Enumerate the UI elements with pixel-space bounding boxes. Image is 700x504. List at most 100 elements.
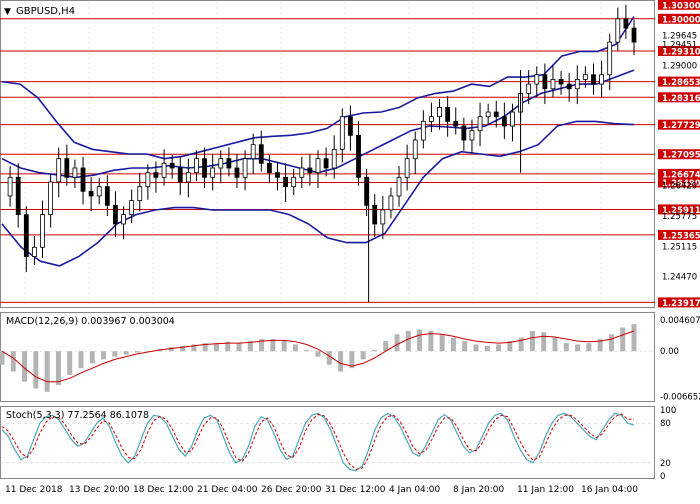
dropdown-arrow-icon[interactable]: ▼ (4, 7, 11, 17)
levels-layer (0, 18, 655, 303)
macd-histogram-bar (326, 351, 332, 365)
macd-title: MACD(12,26,9) 0.003967 0.003004 (6, 316, 175, 327)
candle-body (169, 162, 175, 169)
candle-body (631, 27, 637, 43)
stoch-axis-label: 20 (660, 459, 671, 469)
level-price-label: 1.28653 (662, 78, 700, 88)
macd-histogram-bar (134, 351, 140, 353)
candle-body (364, 176, 370, 206)
level-price-label: 1.30300 (662, 1, 700, 11)
level-price-label: 1.25911 (662, 206, 700, 216)
candle-body (291, 176, 297, 188)
x-tick-label: 8 Jan 20:00 (453, 485, 505, 495)
price-axis-label: 1.24470 (662, 273, 697, 283)
candle-body (493, 111, 499, 118)
candle-body (72, 167, 78, 178)
macd-histogram-bar (462, 341, 468, 352)
macd-histogram-bar (33, 351, 39, 389)
candle-body (469, 130, 475, 141)
candle-body (96, 186, 102, 197)
candle-body (104, 186, 110, 206)
macd-histogram-bar (417, 329, 423, 352)
macd-axis-label: -0.006652 (660, 392, 700, 402)
x-tick-label: 11 Jan 12:00 (517, 485, 574, 495)
macd-histogram-bar (597, 339, 603, 352)
candle-body (129, 200, 135, 216)
candle-body (339, 116, 345, 150)
macd-histogram-bar (552, 337, 558, 352)
candle-body (234, 167, 240, 178)
macd-histogram-bar (191, 344, 197, 352)
x-tick-label: 13 Dec 20:00 (69, 485, 130, 495)
price-axis-label: 1.25115 (662, 243, 697, 253)
candle-body (558, 78, 564, 85)
candle-body (161, 162, 167, 178)
macd-axis-label: 0.004607 (660, 316, 700, 326)
macd-histogram-bar (608, 334, 614, 352)
macd-histogram-bar (496, 344, 502, 352)
macd-histogram-bar (620, 327, 626, 352)
x-tick-label: 16 Jan 04:00 (581, 485, 638, 495)
candle-body (331, 148, 337, 169)
macd-histogram-bar (304, 349, 310, 352)
candle-body (242, 158, 248, 178)
candle-body (429, 116, 434, 122)
candle-body (404, 158, 410, 178)
stoch-layer (1, 412, 635, 472)
level-price-label: 1.28316 (662, 94, 700, 104)
stoch-title: Stoch(5,3,3) 77.2564 86.1078 (6, 410, 149, 421)
candle-body (88, 190, 94, 197)
candle-body (250, 144, 256, 160)
macd-histogram-bar (575, 344, 581, 352)
macd-histogram-bar (371, 349, 377, 352)
macd-histogram-bar (563, 343, 569, 352)
axis-layer: 11 Dec 2018 13 Dec 20:00 18 Dec 12:00 21 De… (5, 0, 700, 495)
candle-body (591, 74, 596, 85)
macd-histogram-bar (349, 351, 355, 369)
candle-body (526, 83, 532, 94)
macd-histogram-bar (281, 340, 287, 352)
candle-body (323, 158, 329, 169)
candle-body (599, 74, 604, 85)
macd-histogram-bar (67, 351, 73, 375)
level-price-label: 1.26490 (662, 179, 700, 189)
candle-body (210, 167, 216, 178)
candle-body (153, 172, 159, 178)
stoch-panel-frame (0, 406, 655, 479)
macd-histogram-bar (484, 345, 490, 352)
symbol-label: GBPUSD,H4 (16, 6, 75, 17)
macd-histogram-bar (631, 324, 637, 352)
candle-body (145, 172, 151, 188)
level-price-label: 1.23917 (662, 299, 700, 309)
candle-body (542, 74, 548, 90)
candle-body (226, 158, 232, 169)
x-tick-label: 11 Dec 2018 (5, 485, 63, 495)
candle-body (56, 158, 62, 183)
stoch-main-line (1, 412, 635, 472)
x-tick-label: 21 Dec 04:00 (197, 485, 258, 495)
candle-body (477, 116, 483, 132)
macd-histogram-bar (168, 347, 174, 352)
macd-histogram-bar (439, 334, 445, 352)
macd-histogram-bar (428, 330, 434, 352)
candle-body (185, 172, 191, 183)
macd-histogram-bar (0, 351, 5, 365)
macd-histogram-bar (586, 343, 592, 352)
level-price-label-box (658, 13, 700, 24)
candle-body (372, 204, 378, 225)
macd-histogram-bar (507, 341, 513, 352)
candle-body (461, 125, 467, 141)
macd-histogram-bar (78, 351, 84, 369)
candle-body (275, 172, 280, 178)
level-price-label: 1.29310 (662, 47, 700, 57)
macd-histogram-bar (236, 343, 242, 352)
stoch-axis-label: 0 (660, 472, 665, 482)
price-layer (1, 4, 637, 303)
candle-body (396, 176, 402, 197)
macd-histogram-bar (213, 343, 219, 352)
level-price-label-box (658, 297, 700, 308)
candle-body (32, 246, 37, 257)
candle-body (574, 78, 580, 90)
macd-histogram-bar (360, 351, 366, 360)
